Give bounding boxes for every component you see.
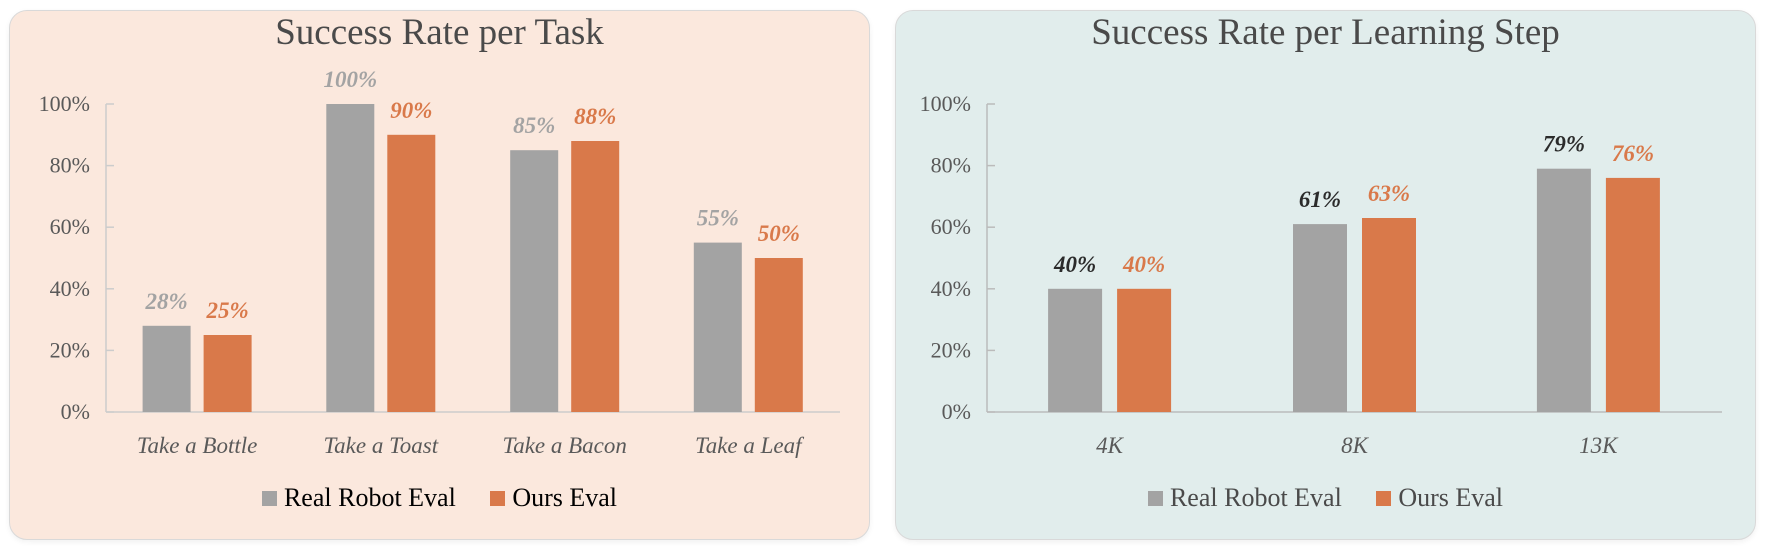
svg-text:13K: 13K — [1579, 433, 1619, 458]
svg-text:40%: 40% — [1053, 252, 1096, 277]
svg-text:20%: 20% — [50, 337, 90, 362]
svg-text:40%: 40% — [50, 276, 90, 301]
svg-text:8K: 8K — [1341, 433, 1370, 458]
svg-text:61%: 61% — [1299, 187, 1341, 212]
svg-text:100%: 100% — [323, 71, 377, 92]
svg-text:Take a Toast: Take a Toast — [323, 433, 438, 458]
svg-text:50%: 50% — [758, 221, 800, 246]
svg-text:40%: 40% — [931, 276, 971, 301]
svg-text:100%: 100% — [920, 91, 971, 116]
svg-text:0%: 0% — [942, 399, 971, 424]
svg-text:40%: 40% — [1122, 252, 1165, 277]
svg-text:28%: 28% — [145, 289, 188, 314]
svg-text:0%: 0% — [61, 399, 90, 424]
svg-text:25%: 25% — [206, 298, 249, 323]
svg-text:79%: 79% — [1543, 132, 1585, 157]
svg-text:80%: 80% — [931, 153, 971, 178]
svg-text:60%: 60% — [931, 214, 971, 239]
svg-text:Take a Bottle: Take a Bottle — [137, 433, 258, 458]
svg-text:80%: 80% — [50, 153, 90, 178]
svg-text:Take a Bacon: Take a Bacon — [503, 433, 627, 458]
svg-text:88%: 88% — [574, 104, 616, 129]
svg-text:76%: 76% — [1612, 141, 1654, 166]
svg-text:100%: 100% — [39, 91, 90, 116]
svg-text:Take a Leaf: Take a Leaf — [695, 433, 805, 458]
svg-text:85%: 85% — [513, 113, 555, 138]
svg-text:4K: 4K — [1096, 433, 1125, 458]
svg-text:20%: 20% — [931, 337, 971, 362]
svg-text:63%: 63% — [1368, 181, 1410, 206]
svg-text:90%: 90% — [390, 98, 432, 123]
svg-text:60%: 60% — [50, 214, 90, 239]
svg-text:55%: 55% — [697, 206, 739, 231]
